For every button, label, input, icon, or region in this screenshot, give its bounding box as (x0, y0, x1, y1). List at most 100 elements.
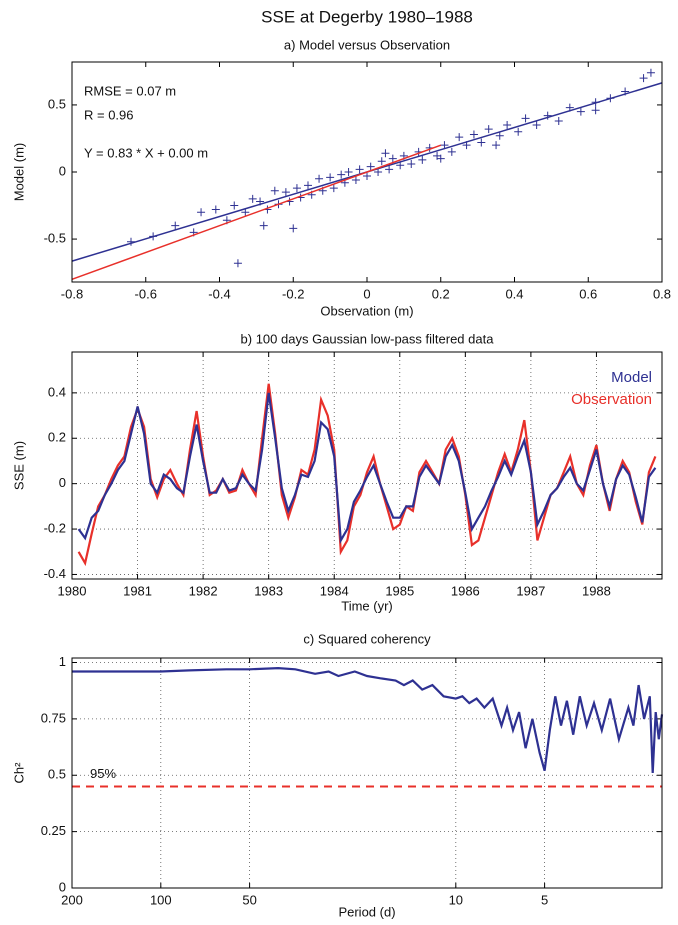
scatter-point (259, 221, 268, 230)
y-tick-label: -0.2 (44, 520, 66, 535)
x-tick-label: 1984 (320, 583, 349, 598)
scatter-point (315, 174, 324, 183)
panel-title: b) 100 days Gaussian low-pass filtered d… (241, 331, 495, 346)
scatter-point (554, 117, 563, 126)
x-axis-label: Time (yr) (341, 598, 393, 613)
annotation: Y = 0.83 * X + 0.00 m (84, 145, 208, 160)
y-tick-label: 1 (59, 654, 66, 669)
scatter-point (304, 181, 312, 190)
scatter-point (211, 205, 220, 214)
x-tick-label: 100 (150, 892, 172, 907)
x-tick-label: -0.2 (282, 286, 304, 301)
scatter-point (381, 149, 390, 158)
y-axis-label: SSE (m) (11, 441, 26, 490)
scatter-point (233, 259, 242, 268)
x-tick-label: 10 (449, 892, 463, 907)
figure-title: SSE at Degerby 1980–1988 (261, 7, 473, 26)
series-line (77, 392, 657, 545)
x-tick-label: 1987 (516, 583, 545, 598)
y-tick-label: 0 (59, 163, 66, 178)
scatter-point (521, 114, 530, 123)
x-tick-label: 1983 (254, 583, 283, 598)
scatter-point (366, 162, 375, 171)
annotation: R = 0.96 (84, 107, 134, 122)
fit-line (71, 144, 442, 281)
y-axis-label: Ch² (11, 762, 26, 784)
x-tick-label: 1980 (58, 583, 87, 598)
scatter-point (388, 154, 397, 163)
legend-entry: Model (611, 369, 652, 386)
scatter-point (543, 111, 552, 120)
x-tick-label: 1986 (451, 583, 480, 598)
legend-entry: Observation (571, 391, 652, 408)
y-tick-label: -0.4 (44, 566, 66, 581)
y-tick-label: 0 (59, 475, 66, 490)
plot-frame (71, 351, 663, 580)
x-tick-label: 1985 (385, 583, 414, 598)
scatter-point (385, 165, 394, 174)
x-tick-label: 200 (61, 892, 83, 907)
scatter-point (344, 168, 353, 176)
scatter-point (455, 133, 464, 142)
x-tick-label: 0 (363, 286, 370, 301)
scatter-point (646, 68, 655, 77)
scatter-point (503, 121, 512, 130)
series-line (72, 666, 664, 774)
scatter-point (492, 141, 501, 150)
x-tick-label: 0.6 (579, 286, 597, 301)
scatter-point (576, 107, 585, 116)
y-tick-label: 0.4 (48, 384, 66, 399)
y-tick-label: 0.2 (48, 430, 66, 445)
scatter-point (469, 130, 478, 139)
scatter-point (514, 127, 523, 136)
scatter-point (436, 154, 445, 163)
panel-title: c) Squared coherency (303, 631, 431, 646)
scatter-point (495, 131, 504, 140)
y-tick-label: 0.25 (41, 823, 66, 838)
y-axis-label: Model (m) (11, 143, 26, 202)
annotation: RMSE = 0.07 m (84, 83, 176, 98)
scatter-point (292, 184, 301, 193)
scatter-point (591, 106, 600, 115)
scatter-point (281, 188, 290, 197)
scatter-point (171, 221, 180, 230)
scatter-point (289, 224, 298, 233)
scatter-point (418, 155, 427, 164)
plot-frame (71, 657, 663, 889)
scatter-point (241, 208, 250, 217)
scatter-point (377, 157, 386, 166)
threshold-label: 95% (90, 766, 116, 781)
x-tick-label: -0.8 (61, 286, 83, 301)
x-axis-label: Period (d) (338, 904, 395, 919)
x-tick-label: 1981 (123, 583, 152, 598)
y-tick-label: -0.5 (44, 231, 66, 246)
y-tick-label: 0.5 (48, 96, 66, 111)
x-tick-label: 1982 (189, 583, 218, 598)
x-tick-label: 1988 (582, 583, 611, 598)
scatter-point (363, 172, 371, 181)
scatter-point (197, 208, 206, 217)
plot-frame (71, 61, 663, 283)
scatter-point (407, 159, 416, 168)
y-tick-label: 0 (59, 879, 66, 894)
y-tick-label: 0.75 (41, 710, 66, 725)
scatter-point (532, 121, 541, 130)
scatter-point (477, 138, 486, 147)
scatter-point (639, 74, 648, 83)
x-tick-label: -0.4 (208, 286, 230, 301)
series-line (77, 383, 657, 567)
scatter-point (351, 176, 360, 185)
x-axis-label: Observation (m) (320, 303, 413, 318)
scatter-point (270, 186, 279, 195)
scatter-point (355, 165, 364, 174)
y-tick-label: 0.5 (48, 767, 66, 782)
scatter-point (447, 147, 456, 156)
x-tick-label: 0.4 (505, 286, 523, 301)
panel-title: a) Model versus Observation (284, 37, 450, 52)
scatter-point (230, 201, 239, 210)
x-tick-label: -0.6 (135, 286, 157, 301)
scatter-point (329, 184, 338, 193)
scatter-point (337, 170, 346, 179)
scatter-point (248, 194, 257, 203)
